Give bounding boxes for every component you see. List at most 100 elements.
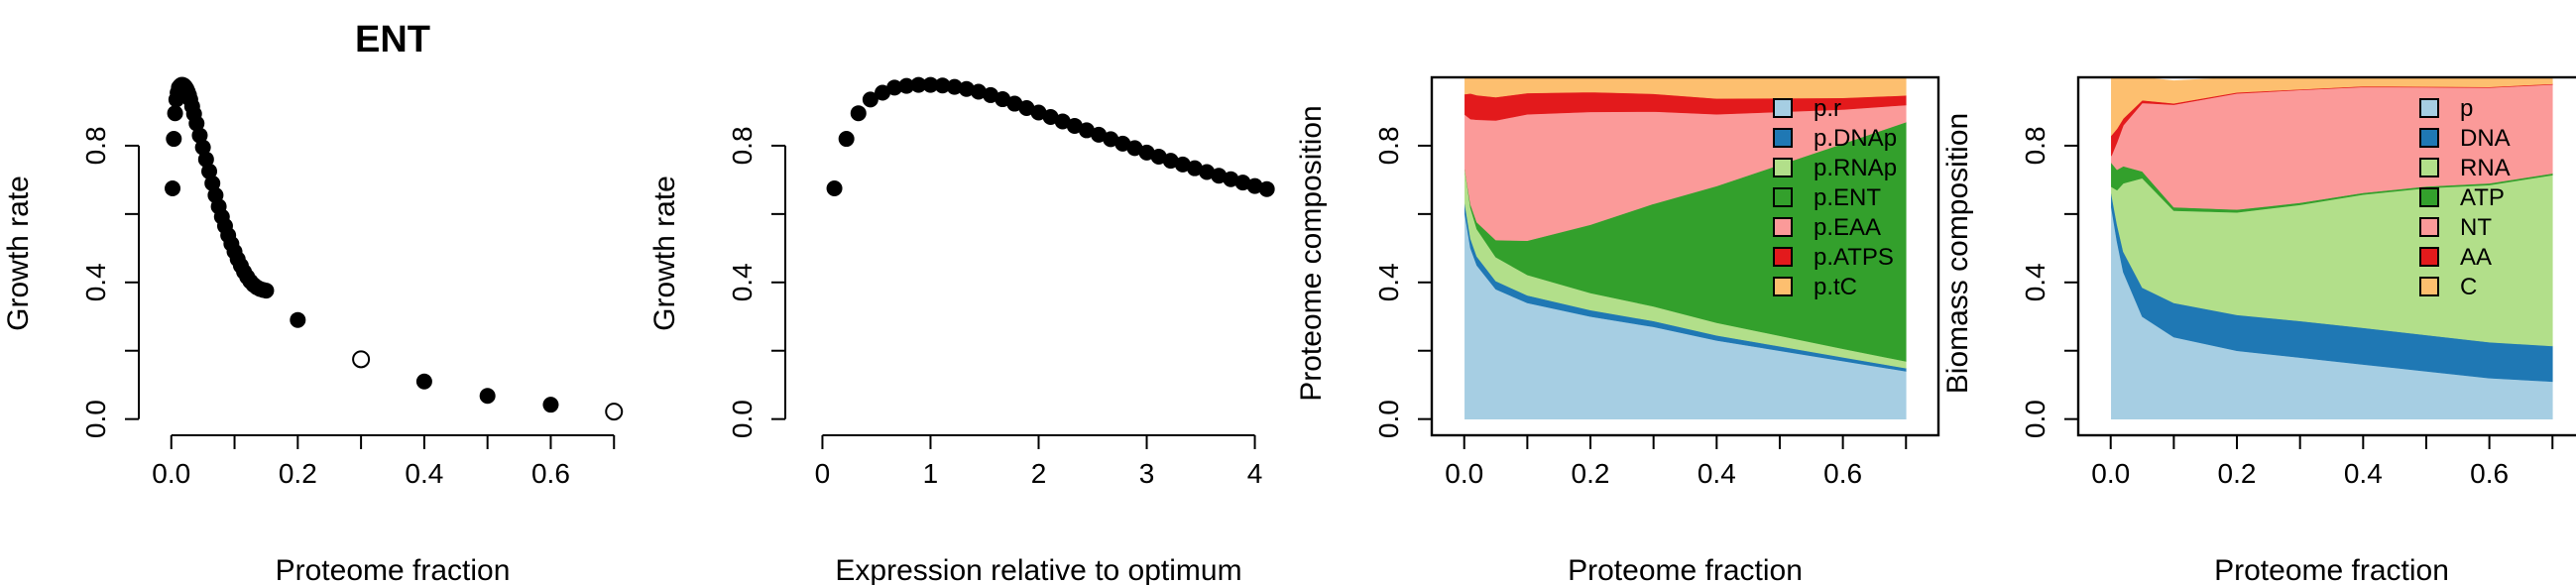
data-point-4 — [862, 91, 878, 108]
x-tick-label: 0.6 — [2470, 458, 2509, 489]
data-point-40 — [258, 283, 275, 299]
y-tick-label: 0.4 — [727, 263, 758, 301]
data-point-7 — [898, 77, 915, 94]
x-tick-label: 4 — [1247, 458, 1263, 489]
y-tick-label: 0.8 — [727, 126, 758, 165]
x-tick-label: 0.4 — [2344, 458, 2383, 489]
data-point-17 — [1018, 100, 1035, 117]
data-point-42 — [352, 350, 371, 369]
x-tick-label: 0.2 — [2218, 458, 2257, 489]
legend-label-p-tC: p.tC — [1814, 274, 1857, 300]
data-point-22 — [1078, 122, 1095, 139]
data-point-2 — [166, 131, 182, 148]
data-point-15 — [995, 91, 1011, 108]
x-tick-label: 0.6 — [531, 458, 570, 489]
legend-label-DNA: DNA — [2460, 125, 2511, 152]
chart-panel-4: 0.0 0.2 0.4 0.6 Proteome fraction 0.0 0.4 0.8 Bi… — [1941, 75, 2576, 585]
legend-swatch-p-RNAp — [1773, 158, 1793, 177]
y-tick-label: 0.4 — [2020, 263, 2050, 301]
data-point-10 — [934, 77, 951, 94]
data-point-43 — [415, 373, 432, 390]
y-axis: 0.0 0.4 0.8 Proteome composition — [1295, 105, 1433, 438]
legend-label-C: C — [2460, 274, 2477, 300]
x-axis-label: Proteome fraction — [1568, 554, 1803, 585]
data-point-18 — [188, 115, 205, 132]
data-point-36 — [1246, 177, 1263, 194]
data-point-13 — [970, 83, 987, 100]
y-tick-label: 0.8 — [2020, 126, 2050, 165]
x-tick-label: 3 — [1139, 458, 1155, 489]
legend-label-NT: NT — [2460, 214, 2492, 241]
legend-swatch-DNA — [2419, 128, 2439, 148]
data-point-16 — [1006, 95, 1023, 112]
data-point-31 — [1186, 160, 1203, 176]
legend-label-RNA: RNA — [2460, 155, 2511, 181]
y-axis: 0.0 0.4 0.8 Growth rate — [648, 126, 786, 438]
legend-swatch-ATP — [2419, 187, 2439, 207]
data-point-37 — [1258, 180, 1275, 197]
legend: p DNA RNA ATP NT AA C — [2419, 95, 2511, 300]
y-tick-label: 0.8 — [80, 126, 111, 165]
legend-swatch-C — [2419, 277, 2439, 296]
data-point-9 — [922, 76, 939, 93]
data-point-5 — [875, 84, 891, 101]
x-axis: 0.0 0.2 0.4 0.6 Proteome fraction — [2091, 434, 2554, 585]
legend-swatch-AA — [2419, 247, 2439, 267]
legend-label-p-ENT: p.ENT — [1814, 184, 1881, 211]
legend-swatch-p-tC — [1773, 277, 1793, 296]
data-point-1 — [165, 180, 181, 197]
y-tick-label: 0.4 — [80, 263, 111, 301]
x-tick-label: 0.0 — [2091, 458, 2130, 489]
x-axis-label: Proteome fraction — [2214, 554, 2449, 585]
legend-swatch-NT — [2419, 217, 2439, 237]
y-axis-label: Growth rate — [648, 176, 681, 331]
x-axis: 0 1 2 3 4 Expression relative to optimum — [815, 434, 1263, 585]
x-tick-label: 0.4 — [405, 458, 443, 489]
data-point-25 — [1114, 135, 1131, 152]
legend-label-p-r: p.r — [1814, 95, 1841, 122]
y-axis: 0.0 0.4 0.8 Biomass composition — [1941, 113, 2079, 438]
data-point-6 — [886, 79, 903, 96]
legend-swatch-p-ENT — [1773, 187, 1793, 207]
data-point-8 — [910, 76, 927, 93]
legend-swatch-p-ATPS — [1773, 247, 1793, 267]
legend-label-p-DNAp: p.DNAp — [1814, 125, 1897, 152]
legend-label-p-EAA: p.EAA — [1814, 214, 1881, 241]
legend-label-p-RNAp: p.RNAp — [1814, 155, 1897, 181]
x-tick-label: 0.0 — [152, 458, 190, 489]
x-tick-label: 1 — [923, 458, 939, 489]
y-tick-label: 0.0 — [1373, 400, 1404, 438]
data-point-35 — [1234, 175, 1251, 191]
data-point-19 — [191, 127, 208, 144]
data-point-18 — [1030, 104, 1047, 121]
data-point-27 — [1138, 144, 1155, 161]
legend-swatch-p-EAA — [1773, 217, 1793, 237]
y-axis-label: Growth rate — [2, 176, 35, 331]
data-point-20 — [194, 139, 211, 156]
x-tick-label: 0 — [815, 458, 831, 489]
data-point-11 — [946, 78, 963, 95]
x-tick-label: 0.2 — [279, 458, 317, 489]
data-point-29 — [1162, 153, 1179, 170]
legend-swatch-RNA — [2419, 158, 2439, 177]
data-point-22 — [201, 163, 218, 179]
data-point-21 — [197, 151, 214, 168]
legend-swatch-p-r — [1773, 98, 1793, 118]
y-tick-label: 0.4 — [1373, 263, 1404, 301]
data-point-34 — [1223, 171, 1239, 187]
data-point-12 — [958, 80, 975, 97]
x-axis-label: Expression relative to optimum — [835, 554, 1241, 585]
data-point-32 — [1199, 164, 1216, 180]
x-tick-label: 0.0 — [1445, 458, 1483, 489]
chart-panel-3: 0.0 0.2 0.4 0.6 Proteome fraction 0.0 0.4 0.8 Pr… — [1295, 75, 1940, 585]
data-point-1 — [826, 180, 843, 197]
y-tick-label: 0.0 — [2020, 400, 2050, 438]
chart-title: ENT — [355, 19, 430, 60]
data-point-3 — [167, 105, 183, 122]
legend-label-p-ATPS: p.ATPS — [1814, 244, 1894, 271]
data-point-45 — [542, 397, 559, 413]
data-point-3 — [850, 105, 867, 122]
y-tick-label: 0.0 — [727, 400, 758, 438]
